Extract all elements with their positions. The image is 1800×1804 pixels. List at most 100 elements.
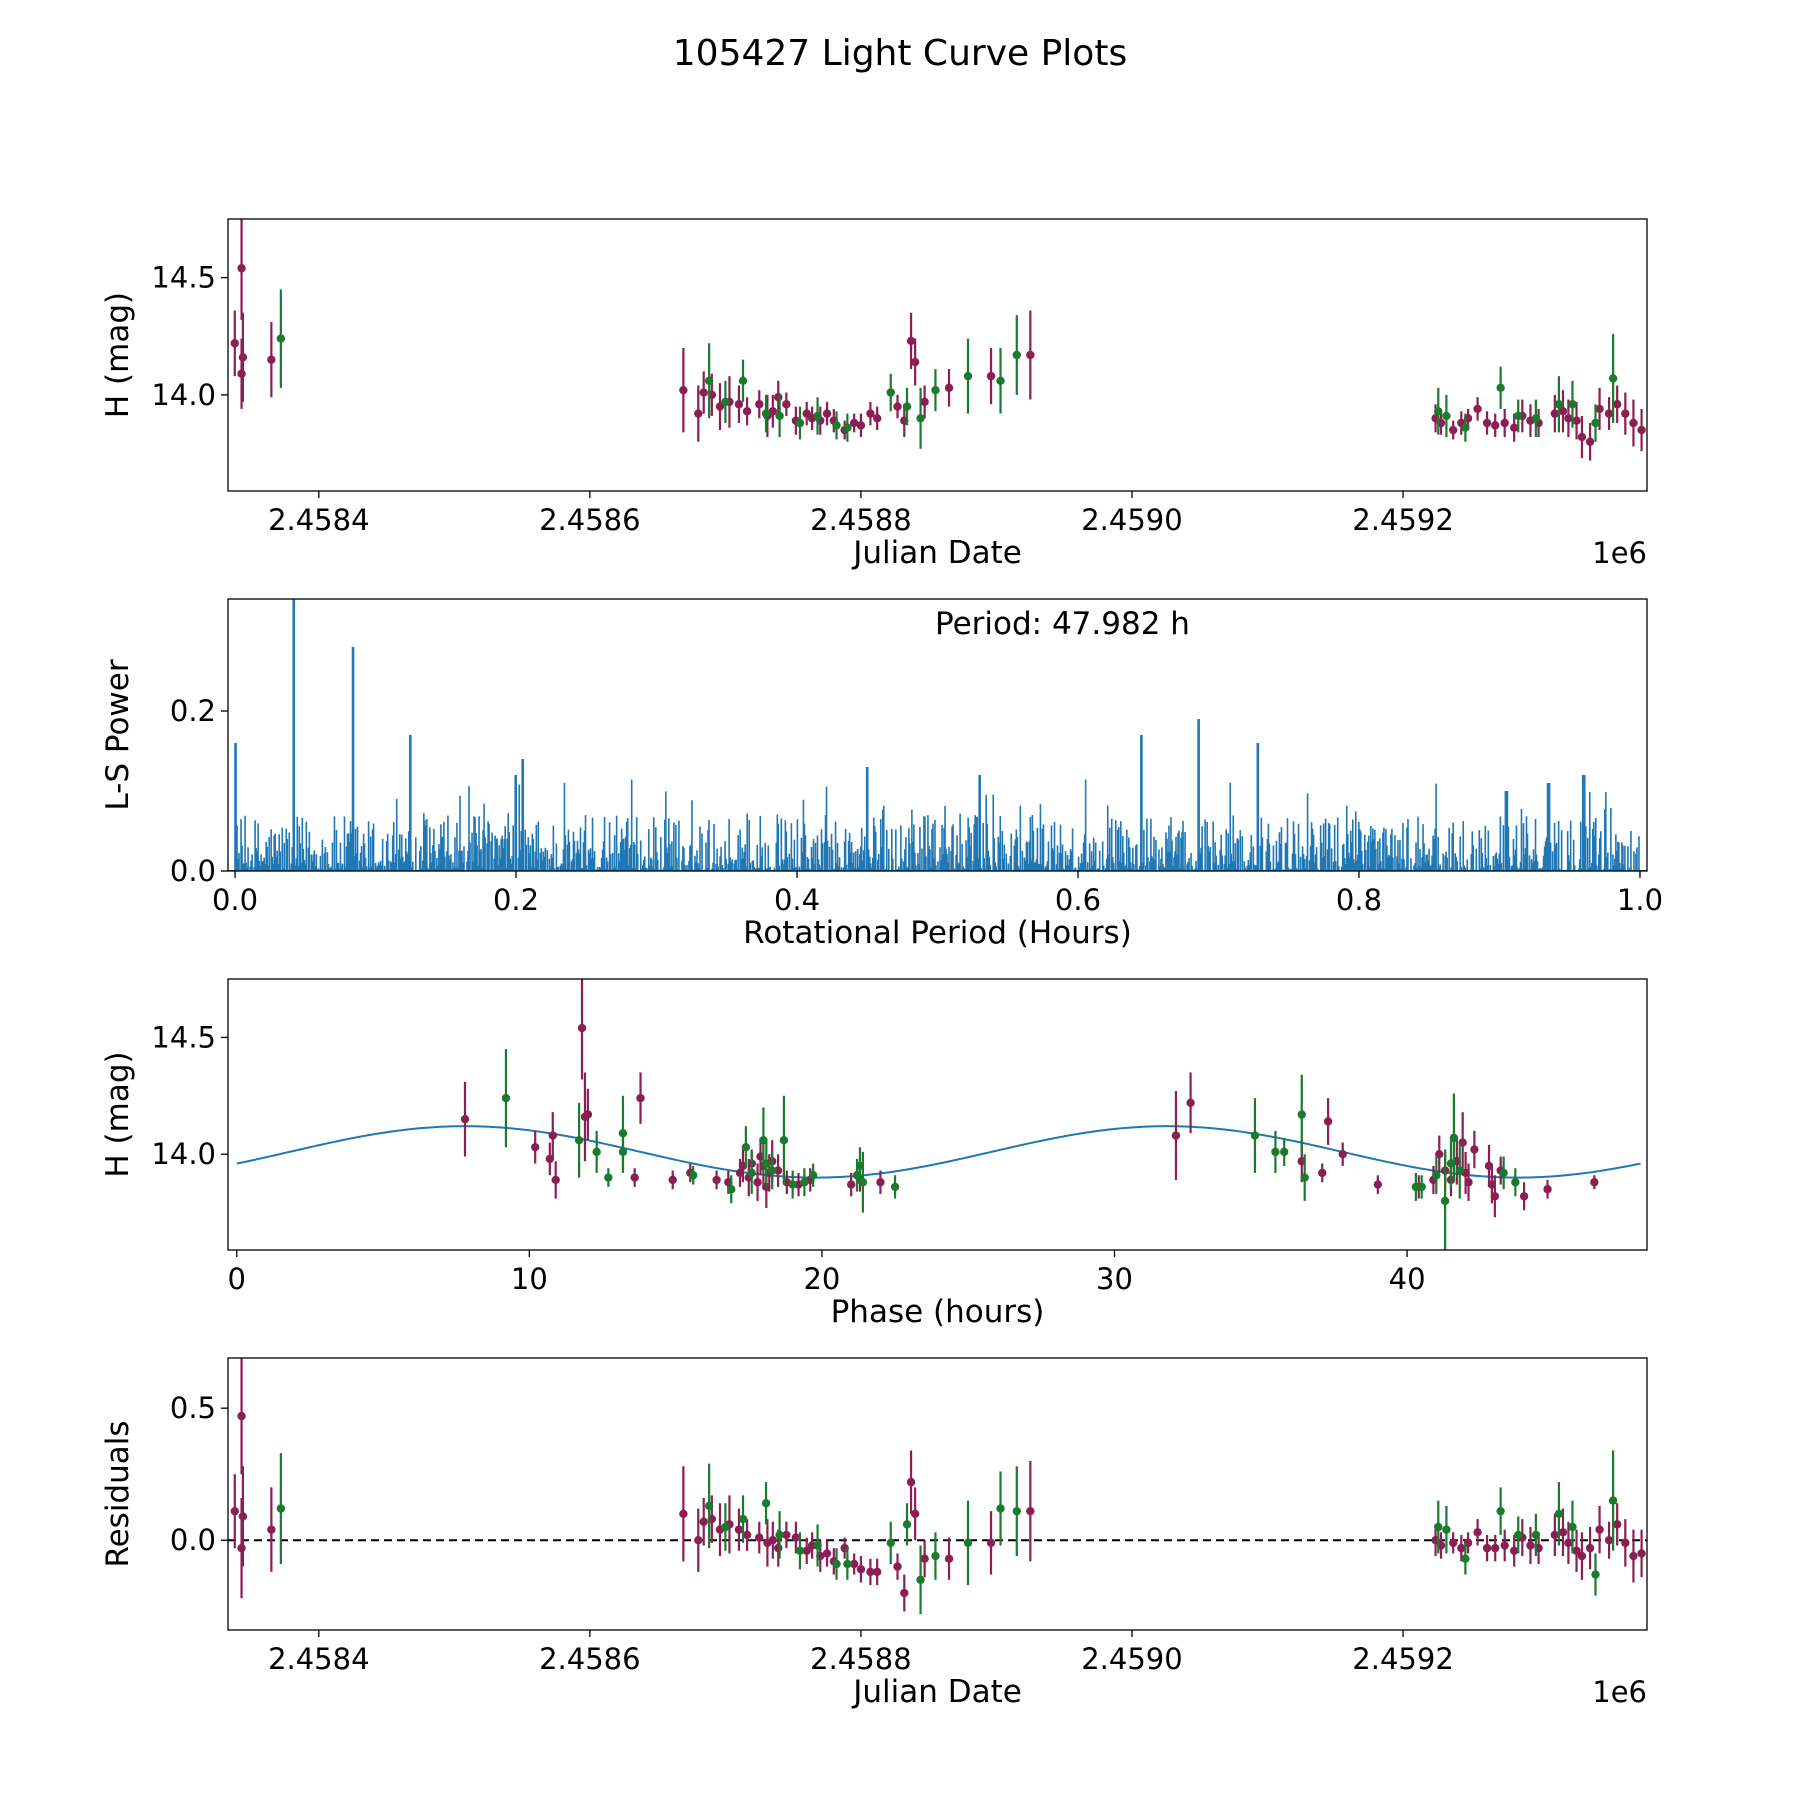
data-point bbox=[1590, 1178, 1599, 1187]
data-point bbox=[1550, 1530, 1560, 1540]
data-point bbox=[1568, 400, 1577, 409]
data-point bbox=[630, 1173, 639, 1182]
axes-frame bbox=[227, 598, 1648, 872]
x-tick-label: 2.4592 bbox=[1352, 1642, 1453, 1676]
x-tick-label: 40 bbox=[1389, 1262, 1426, 1296]
y-axis-label: L-S Power bbox=[100, 659, 136, 810]
data-point bbox=[762, 1159, 771, 1168]
data-point bbox=[1511, 1178, 1520, 1187]
x-tick-label: 0.4 bbox=[774, 883, 820, 917]
data-point bbox=[900, 1588, 909, 1598]
data-point bbox=[779, 1135, 789, 1145]
data-point bbox=[238, 353, 248, 362]
data-point bbox=[238, 1512, 248, 1521]
data-point bbox=[699, 1517, 708, 1526]
x-axis-label: Rotational Period (Hours) bbox=[743, 915, 1132, 951]
y-tick-label: 14.0 bbox=[151, 378, 216, 412]
data-point bbox=[876, 1178, 885, 1187]
data-point bbox=[237, 1543, 246, 1553]
data-point bbox=[931, 1551, 940, 1561]
data-point bbox=[849, 418, 859, 428]
data-point bbox=[1591, 1570, 1600, 1579]
data-point bbox=[738, 376, 748, 385]
data-point bbox=[1318, 1168, 1327, 1178]
data-point bbox=[1595, 1525, 1604, 1534]
data-point bbox=[1531, 1530, 1541, 1540]
data-point bbox=[237, 264, 246, 273]
data-point bbox=[761, 1499, 771, 1508]
data-point bbox=[774, 1543, 783, 1553]
data-point bbox=[1558, 1528, 1568, 1537]
data-point bbox=[1473, 1528, 1482, 1537]
fit-curve bbox=[236, 1125, 1641, 1179]
data-point bbox=[1500, 1541, 1509, 1550]
data-point bbox=[902, 1520, 912, 1529]
x-offset-label: 1e6 bbox=[1592, 536, 1647, 570]
data-point bbox=[1442, 411, 1451, 421]
y-tick-label: 0.5 bbox=[170, 1391, 216, 1425]
data-point bbox=[1612, 400, 1622, 409]
data-point bbox=[866, 1567, 875, 1577]
data-point bbox=[548, 1131, 557, 1140]
x-tick-label: 0 bbox=[228, 1262, 246, 1296]
data-point bbox=[230, 339, 239, 348]
data-point bbox=[715, 402, 725, 411]
data-point bbox=[1577, 432, 1587, 442]
data-point bbox=[1442, 1525, 1451, 1534]
data-point bbox=[1585, 437, 1595, 446]
data-point bbox=[721, 397, 730, 407]
subplot-lightcurve: 2.4584 2.4586 2.4588 2.4590 2.4592 14.0 14.5 Ju… bbox=[100, 218, 1648, 571]
data-point bbox=[768, 407, 778, 416]
data-point bbox=[944, 383, 954, 393]
data-point bbox=[501, 1093, 511, 1103]
data-point bbox=[460, 1114, 470, 1124]
x-tick-label: 10 bbox=[511, 1262, 548, 1296]
data-point bbox=[822, 409, 832, 418]
x-tick-label: 2.4588 bbox=[810, 1642, 911, 1676]
data-point bbox=[604, 1173, 613, 1182]
data-point bbox=[1297, 1110, 1306, 1119]
data-point bbox=[699, 388, 708, 397]
series-filter-a bbox=[230, 219, 1646, 461]
data-point bbox=[734, 1525, 744, 1534]
data-point bbox=[1531, 414, 1541, 423]
y-tick-label: 14.5 bbox=[151, 261, 216, 295]
data-point bbox=[808, 1171, 818, 1180]
data-point bbox=[761, 409, 771, 418]
data-point bbox=[931, 385, 940, 395]
y-axis-label: H (mag) bbox=[100, 1051, 136, 1177]
data-point bbox=[1026, 350, 1035, 360]
data-point bbox=[688, 1171, 698, 1180]
data-point bbox=[791, 1533, 801, 1542]
x-tick-label: 2.4586 bbox=[539, 1642, 640, 1676]
data-point bbox=[1171, 1131, 1181, 1140]
data-point bbox=[916, 414, 925, 423]
y-tick-label: 14.5 bbox=[151, 1020, 216, 1054]
data-point bbox=[1514, 411, 1523, 421]
data-point bbox=[1621, 409, 1630, 418]
data-point bbox=[1543, 1185, 1552, 1194]
data-point bbox=[583, 1110, 593, 1119]
data-point bbox=[1509, 1546, 1519, 1555]
data-point bbox=[747, 1168, 756, 1178]
data-point bbox=[704, 1501, 714, 1511]
subplot-periodogram: 0.0 0.2 0.4 0.6 0.8 1.0 0.0 0.2 Rotational Perio… bbox=[100, 598, 1663, 951]
data-point bbox=[1577, 1551, 1587, 1561]
x-axis-label: Julian Date bbox=[851, 535, 1022, 571]
data-point bbox=[782, 1530, 791, 1540]
y-tick-label: 0.0 bbox=[170, 854, 216, 888]
x-tick-label: 30 bbox=[1096, 1262, 1133, 1296]
data-point bbox=[742, 407, 752, 416]
axes-frame bbox=[227, 218, 1648, 492]
x-tick-label: 1.0 bbox=[1617, 883, 1663, 917]
subplot-phased: 0 10 20 30 40 14.0 14.5 Phase (hours) H (mag) bbox=[100, 978, 1648, 1330]
data-point bbox=[843, 423, 852, 432]
data-point bbox=[773, 1166, 783, 1175]
data-point bbox=[1482, 418, 1492, 428]
data-point bbox=[886, 388, 895, 397]
data-point bbox=[1568, 1522, 1577, 1532]
data-point bbox=[1604, 409, 1614, 418]
data-point bbox=[1621, 1538, 1630, 1548]
data-point bbox=[822, 1549, 832, 1558]
data-point bbox=[920, 397, 929, 407]
